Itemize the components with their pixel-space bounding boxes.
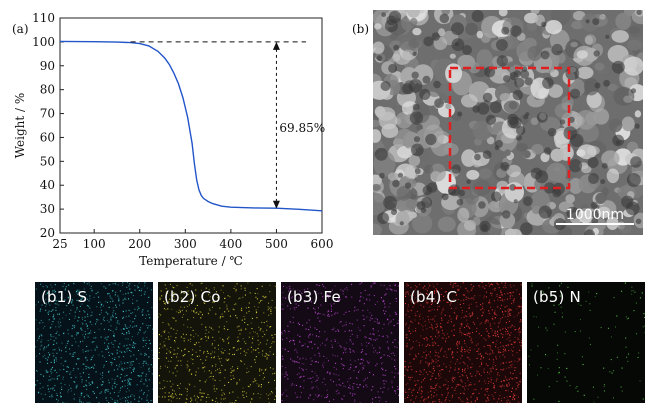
scale-bar-label: 1000nm <box>566 207 624 223</box>
sem-grains <box>373 10 643 235</box>
y-tick-label: 90 <box>40 59 55 73</box>
y-axis-label: Weight / % <box>13 93 27 159</box>
arrow-up-head <box>272 41 280 50</box>
y-tick-label: 60 <box>40 130 55 144</box>
panel-a-label: (a) <box>12 22 29 36</box>
annotation-label: 69.85% <box>279 121 325 135</box>
map-caption: (b1) S <box>41 288 88 306</box>
x-tick-label: 100 <box>83 237 106 251</box>
map-dots <box>404 282 522 403</box>
x-tick-label: 200 <box>128 237 151 251</box>
x-tick-label: 600 <box>311 237 334 251</box>
map-dot-field <box>281 282 399 403</box>
x-axis-label: Temperature / ℃ <box>139 254 243 268</box>
panel-b-label: (b) <box>352 22 370 36</box>
map-dots <box>35 282 153 403</box>
map-caption: (b3) Fe <box>287 288 341 306</box>
map-dots <box>281 282 399 403</box>
map-iron: (b3) Fe <box>281 282 399 403</box>
map-caption: (b5) N <box>533 288 581 306</box>
map-carbon: (b4) C <box>404 282 522 403</box>
plot-frame <box>59 17 323 234</box>
map-dot-field <box>404 282 522 403</box>
series-line <box>59 40 323 212</box>
arrow-down-head <box>272 200 280 209</box>
y-tick-label: 20 <box>40 226 55 240</box>
map-caption: (b4) C <box>410 288 458 306</box>
x-tick-label: 400 <box>219 237 242 251</box>
map-nitrogen: (b5) N <box>527 282 645 403</box>
scale-bar <box>556 223 634 225</box>
map-dots <box>528 282 645 403</box>
sem-image: 1000nm <box>373 10 643 235</box>
map-sulfur: (b1) S <box>35 282 153 403</box>
y-tick-label: 80 <box>40 83 55 97</box>
map-dots <box>158 282 276 403</box>
y-tick-label: 70 <box>40 107 55 121</box>
map-caption: (b2) Co <box>164 288 221 306</box>
x-tick-label: 25 <box>52 237 67 251</box>
y-tick-label: 50 <box>40 154 55 168</box>
map-dot-field <box>158 282 276 403</box>
tga-chart: 25 100 200 300 400 500 600 20 30 40 50 60 70 80 90 100 1… <box>12 11 334 268</box>
map-dot-field <box>35 282 153 403</box>
map-dot-field <box>528 282 645 403</box>
x-tick-label: 300 <box>174 237 197 251</box>
sem-selection-box <box>448 66 571 190</box>
y-tick-label: 40 <box>40 178 55 192</box>
map-cobalt: (b2) Co <box>158 282 276 403</box>
y-tick-label: 110 <box>32 11 55 25</box>
y-tick-label: 30 <box>40 202 55 216</box>
y-tick-label: 100 <box>32 35 55 49</box>
x-tick-label: 500 <box>265 237 288 251</box>
